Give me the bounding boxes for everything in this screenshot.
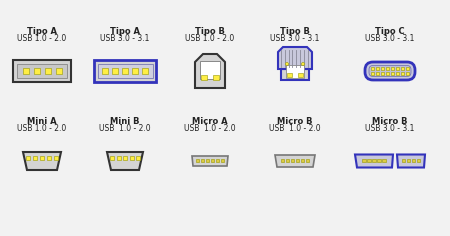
Bar [402,159,405,161]
Bar [417,159,420,161]
Text: Tipo A: Tipo A [27,27,57,36]
Bar [386,72,389,75]
Bar [391,72,394,75]
Bar [396,72,399,75]
Text: USB 1.0 - 2.0: USB 1.0 - 2.0 [185,34,234,43]
Bar [381,72,384,75]
Bar [376,72,379,75]
Bar [298,73,303,77]
FancyBboxPatch shape [365,62,415,80]
Bar [211,159,214,161]
Bar [213,75,219,80]
Bar [98,64,153,78]
FancyBboxPatch shape [369,66,411,76]
Bar [13,60,71,82]
Circle shape [302,63,305,66]
Polygon shape [275,155,315,167]
Bar [381,67,384,70]
Bar [55,68,62,74]
Bar [201,75,207,80]
Polygon shape [23,152,61,170]
Bar [136,156,140,160]
Bar [281,159,284,161]
Polygon shape [281,69,309,80]
Bar [407,159,410,161]
Text: USB 3.0 - 3.1: USB 3.0 - 3.1 [100,34,150,43]
Polygon shape [355,155,393,168]
Bar [406,67,409,70]
Bar [201,159,204,161]
Bar [371,67,374,70]
Bar [122,68,128,74]
Bar [287,73,292,77]
Bar [406,72,409,75]
Bar [33,68,40,74]
Bar [33,156,37,160]
Bar [206,159,209,161]
Text: Micro B: Micro B [277,117,313,126]
Bar [102,68,108,74]
Bar [396,67,399,70]
Bar [26,156,30,160]
Bar [54,156,58,160]
Text: USB 3.0 - 3.1: USB 3.0 - 3.1 [270,34,320,43]
Bar [22,68,28,74]
Text: Micro A: Micro A [192,117,228,126]
Bar [382,159,386,161]
Bar [386,67,389,70]
Bar [132,68,138,74]
Text: Tipo A: Tipo A [110,27,140,36]
Bar [130,156,134,160]
Bar [286,159,289,161]
Circle shape [285,63,288,66]
Bar [196,159,199,161]
Bar [40,156,44,160]
Text: USB  1.0 - 2.0: USB 1.0 - 2.0 [99,124,151,133]
Polygon shape [107,152,143,170]
Text: USB 3.0 - 3.1: USB 3.0 - 3.1 [365,34,415,43]
Bar [367,159,371,161]
Bar [123,156,127,160]
Bar [306,159,309,161]
Bar [301,159,304,161]
Bar [110,156,114,160]
Bar [286,65,304,78]
Polygon shape [278,47,312,69]
Bar [296,159,299,161]
Text: USB 1.0 - 2.0: USB 1.0 - 2.0 [18,124,67,133]
Bar [117,156,121,160]
Polygon shape [192,156,228,166]
Text: USB 1.0 - 2.0: USB 1.0 - 2.0 [18,34,67,43]
Bar [401,72,404,75]
Bar [401,67,404,70]
Bar [17,64,67,78]
Bar [377,159,381,161]
Bar [412,159,415,161]
Text: Mini B: Mini B [110,117,140,126]
Bar [200,61,220,79]
Bar [112,68,118,74]
Bar [372,159,376,161]
Text: USB  1.0 - 2.0: USB 1.0 - 2.0 [184,124,236,133]
Bar [142,68,148,74]
Text: Mini A: Mini A [27,117,57,126]
Bar [221,159,224,161]
Bar [45,68,50,74]
Bar [47,156,51,160]
Bar [376,67,379,70]
Bar [362,159,366,161]
Bar [371,72,374,75]
Bar [291,159,294,161]
Bar [391,67,394,70]
Bar [216,159,219,161]
Text: USB  1.0 - 2.0: USB 1.0 - 2.0 [269,124,321,133]
Polygon shape [195,54,225,88]
Text: Micro B: Micro B [372,117,408,126]
Text: Tipo B: Tipo B [280,27,310,36]
Polygon shape [397,155,425,168]
Text: Tipo B: Tipo B [195,27,225,36]
Text: USB 3.0 - 3.1: USB 3.0 - 3.1 [365,124,415,133]
Bar [94,60,156,82]
Text: Tipo C: Tipo C [375,27,405,36]
